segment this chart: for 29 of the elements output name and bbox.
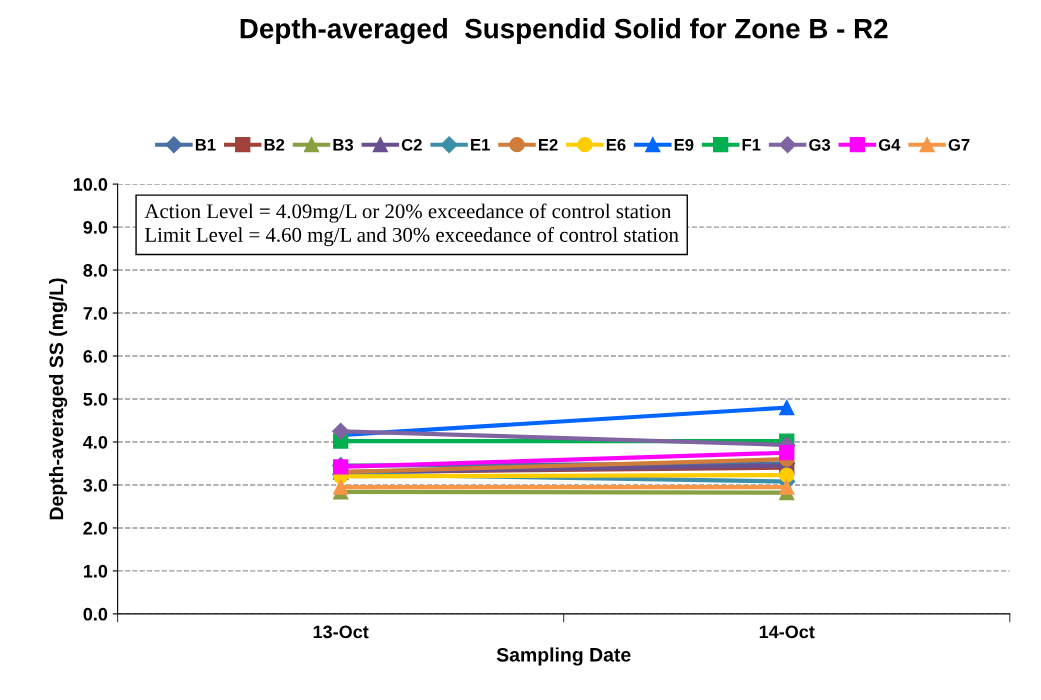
y-tick-label: 6.0 <box>83 349 108 363</box>
y-tick-label: 2.0 <box>83 521 108 535</box>
legend-label: E9 <box>674 138 694 151</box>
legend-label: E2 <box>538 138 558 151</box>
legend-label: C2 <box>401 138 422 151</box>
x-axis-title: Sampling Date <box>496 647 631 666</box>
y-tick-label: 5.0 <box>83 392 108 406</box>
legend-label: G7 <box>948 138 970 151</box>
y-tick-label: 9.0 <box>83 221 108 234</box>
legend-label: G4 <box>878 138 901 151</box>
annotation: Action Level = 4.09mg/L or 20% exceedance of control station Limit Level = 4.60 mg/L and 30% exceedance of control station <box>144 203 679 247</box>
legend-label: B1 <box>195 139 216 151</box>
y-tick-label: 7.0 <box>83 306 108 320</box>
legend-label: E6 <box>606 138 626 151</box>
legend-label: B3 <box>333 138 354 151</box>
y-tick-label: 1.0 <box>83 564 108 578</box>
y-tick-label: 4.0 <box>83 435 108 449</box>
y-tick-label: 8.0 <box>83 263 108 277</box>
chart-title: Depth-averaged Suspendid Solid for Zone B - R2 <box>240 18 888 45</box>
legend-label: E1 <box>471 139 490 151</box>
x-tick-label: 13-Oct <box>313 625 369 639</box>
legend-label: F1 <box>742 139 761 151</box>
y-tick-label: 10.0 <box>73 178 108 191</box>
y-tick-label: 3.0 <box>83 478 108 492</box>
y-tick-label: 0.0 <box>83 607 108 621</box>
legend-label: G3 <box>809 138 831 151</box>
y-axis-title: Depth-averaged SS (mg/L) <box>49 278 68 520</box>
x-tick-label: 14-Oct <box>759 625 815 639</box>
legend-label: B2 <box>264 138 285 151</box>
